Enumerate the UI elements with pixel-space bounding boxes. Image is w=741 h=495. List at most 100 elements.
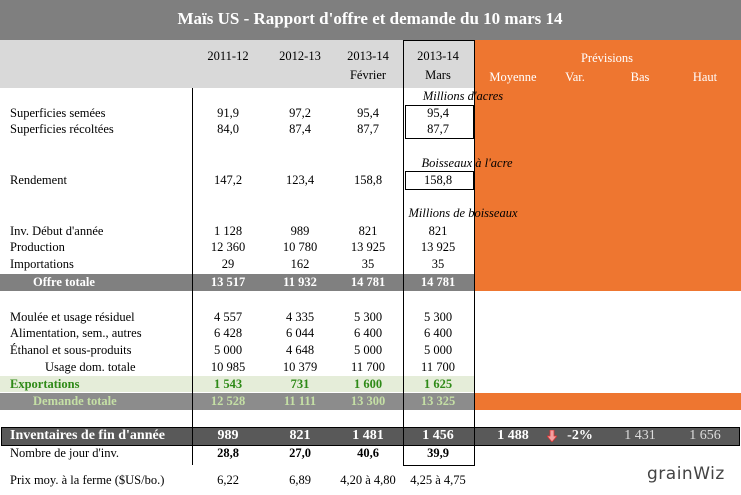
column-header: 2011-12 [207,49,249,63]
header-bar [0,40,475,88]
cell: 6,22 [217,473,239,487]
demand-forecast-bar [475,393,741,410]
row-label: Demande totale [33,394,117,408]
cell: 989 [217,428,239,443]
cell: 39,9 [427,446,449,460]
row-label: Importations [10,257,74,271]
cell: 95,4 [427,106,449,120]
cell: 821 [289,428,311,443]
cell: 158,8 [423,173,453,187]
cell: 147,2 [213,173,243,187]
cell: 14 781 [350,275,386,289]
cell: 28,8 [217,446,239,460]
cell: 6 400 [353,326,383,340]
cell: 35 [431,257,445,271]
down-arrow [547,430,557,442]
row-label: Alimentation, sem., autres [10,326,142,340]
cell: 97,2 [289,106,311,120]
cell: 6 044 [285,326,315,340]
forecast-title: Prévisions [580,51,634,65]
column-header: 2013-14 [417,49,459,63]
cell: 11 700 [421,360,455,374]
inventory-bar [1,427,740,446]
cell: 13 300 [350,394,386,408]
cell: 13 925 [420,240,456,254]
forecast-header: Bas [630,70,650,84]
row-label: Exportations [10,377,80,391]
cell: 6 428 [213,326,243,340]
march-column-box [403,40,475,466]
row-label: Usage dom. totale [45,360,136,374]
forecast-header: Var. [565,70,585,84]
cell: 6,89 [289,473,311,487]
cell: 4 557 [213,310,243,324]
cell: 87,7 [357,122,379,136]
row-label: Prix moy. à la ferme ($US/bo.) [10,473,165,487]
forecast-cell: 1 488 [497,428,529,443]
forecast-cell: 1 431 [624,428,656,443]
column-header: 2013-14 [347,49,389,63]
cell: 87,4 [289,122,311,136]
row-label: Offre totale [33,275,95,289]
unit-label: Millions d'acres [422,89,504,103]
row-label: Moulée et usage résiduel [10,310,135,324]
yield-box [405,171,474,190]
column-header: Mars [425,68,451,82]
cell: 5 300 [353,310,383,324]
cell: 123,4 [285,173,315,187]
cell: 12 360 [210,240,246,254]
forecast-area [475,40,741,291]
cell: 4 648 [285,343,315,357]
row-label: Superficies semées [10,106,106,120]
row-label: Production [10,240,65,254]
row-label: Éthanol et sous-produits [10,343,132,357]
column-header: Février [349,68,387,82]
cell: 5 000 [423,343,453,357]
cell: 35 [361,257,375,271]
area-box [405,105,474,139]
exports-bar [0,376,475,392]
title: Maïs US - Rapport d'offre et demande du … [177,9,563,28]
cell: 1 600 [353,377,383,391]
cell: 27,0 [289,446,311,460]
cell: 13 517 [210,275,246,289]
cell: 1 456 [422,428,454,443]
forecast-header: Moyenne [489,70,537,84]
cell: 158,8 [353,173,383,187]
forecast-header: Haut [692,70,718,84]
cell: 14 781 [420,275,456,289]
forecast-cell: -2% [567,428,593,443]
cell: 10 780 [282,240,318,254]
cell: 5 300 [423,310,453,324]
forecast-cell: 1 656 [689,428,721,443]
cell: 731 [290,377,310,391]
cell: 4,25 à 4,75 [410,473,466,487]
cell: 91,9 [217,106,239,120]
cell: 29 [221,257,235,271]
cell: 5 000 [353,343,383,357]
cell: 13 925 [350,240,386,254]
cell: 11 932 [283,275,317,289]
row-label: Rendement [10,173,67,187]
cell: 821 [428,224,448,238]
cell: 87,7 [427,122,449,136]
row-label: Nombre de jour d'inv. [10,446,120,460]
cell: 10 985 [210,360,246,374]
cell: 5 000 [213,343,243,357]
cell: 4 335 [285,310,315,324]
cell: 11 700 [351,360,385,374]
cell: 989 [290,224,310,238]
column-header: 2012-13 [279,49,321,63]
unit-label: Boisseaux à l'acre [421,156,513,170]
logo: grainWiz [647,464,725,484]
row-label: Inventaires de fin d'année [10,428,165,443]
title-bar [0,0,741,40]
cell: 1 543 [213,377,243,391]
cell: 1 128 [213,224,243,238]
demand-total-bar [0,393,475,410]
cell: 10 379 [282,360,318,374]
cell: 12 528 [210,394,246,408]
cell: 40,6 [357,446,379,460]
unit-label: Millions de boisseaux [408,206,518,220]
